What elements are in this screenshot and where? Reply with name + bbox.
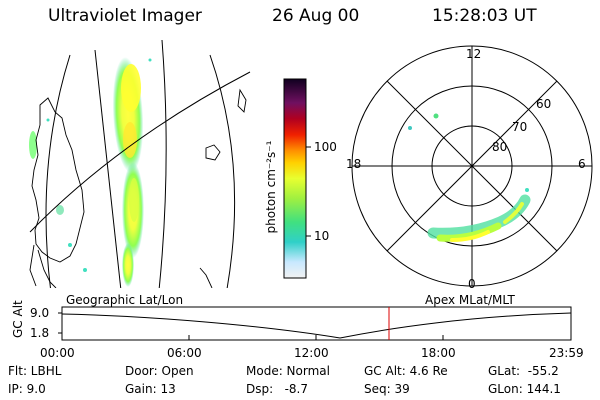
polar-aurora <box>408 113 531 242</box>
status-glat: GLat: -55.2 <box>488 364 559 378</box>
time-tick-0600: 06:00 <box>167 346 202 360</box>
status-gc-alt: GC Alt: 4.6 Re <box>364 364 448 378</box>
time-label: 15:28:03 UT <box>432 6 537 26</box>
alt-tick-1-8: 1.8 <box>30 326 50 340</box>
time-tick-2359: 23:59 <box>549 346 584 360</box>
status-flt: Flt: LBHL <box>8 364 62 378</box>
mlat-label-80: 80 <box>492 140 508 154</box>
mlt-label-18: 18 <box>346 157 362 171</box>
gc-alt-axis-label: GC Alt <box>11 300 25 338</box>
mlt-label-12: 12 <box>466 47 482 61</box>
status-door: Door: Open <box>125 364 194 378</box>
mlt-label-6: 6 <box>578 157 586 171</box>
date-label: 26 Aug 00 <box>272 6 360 26</box>
colorbar-tick-10: 10 <box>314 229 330 243</box>
time-tick-1200: 12:00 <box>294 346 329 360</box>
status-gain: Gain: 13 <box>125 382 176 396</box>
status-mode: Mode: Normal <box>246 364 330 378</box>
instrument-title: Ultraviolet Imager <box>48 6 202 26</box>
mlat-label-60: 60 <box>536 97 552 111</box>
time-tick-1800: 18:00 <box>421 346 456 360</box>
apex-caption: Apex MLat/MLT <box>425 293 515 307</box>
alt-tick-9: 9.0 <box>30 306 50 320</box>
colorbar-tick-100: 100 <box>314 140 337 154</box>
time-tick-0000: 00:00 <box>40 346 75 360</box>
status-glon: GLon: 144.1 <box>488 382 561 396</box>
status-seq: Seq: 39 <box>364 382 410 396</box>
mlt-label-0: 0 <box>468 277 476 291</box>
geographic-caption: Geographic Lat/Lon <box>66 293 184 307</box>
status-ip: IP: 9.0 <box>8 382 46 396</box>
status-dsp: Dsp: -8.7 <box>246 382 309 396</box>
mlat-label-70: 70 <box>512 120 528 134</box>
